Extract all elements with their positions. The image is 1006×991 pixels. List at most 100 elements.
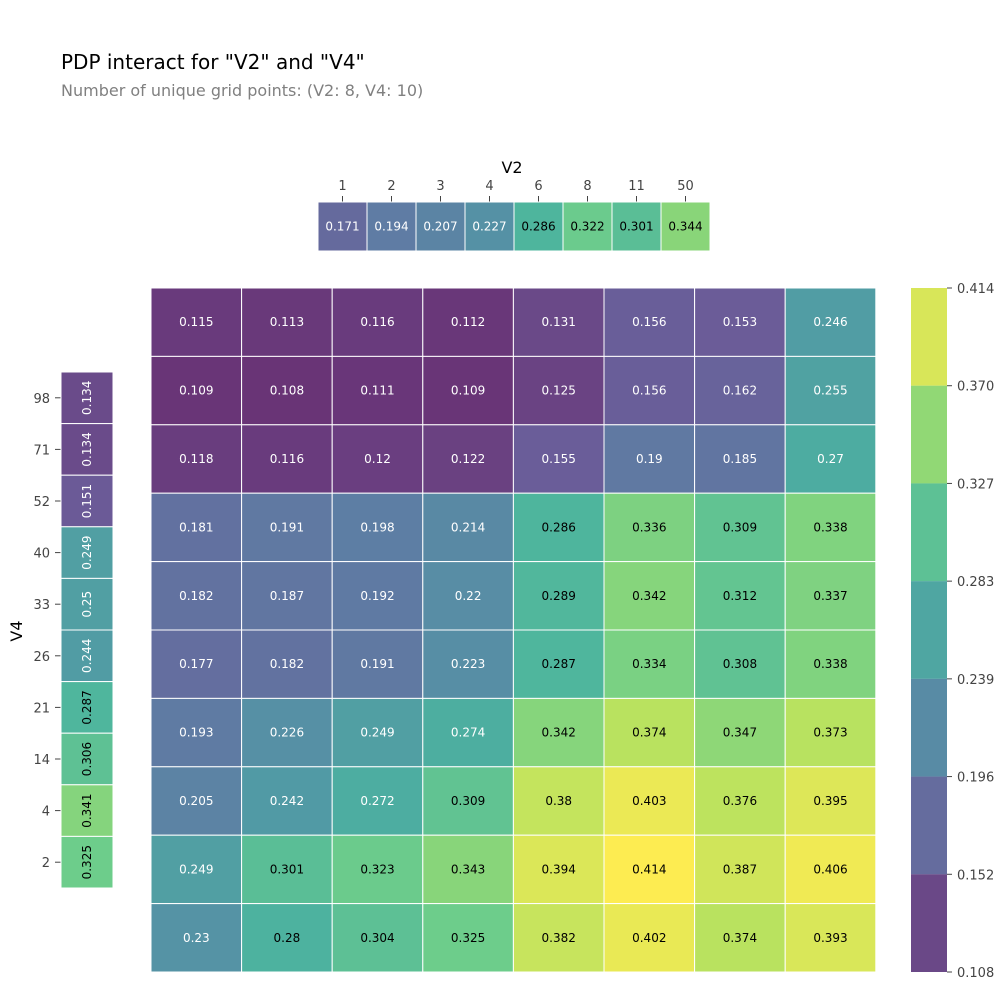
heatmap-value: 0.187 xyxy=(270,589,304,603)
heatmap-value: 0.109 xyxy=(451,384,485,398)
heatmap-value: 0.122 xyxy=(451,452,485,466)
heatmap-value: 0.191 xyxy=(270,520,304,534)
heatmap-value: 0.342 xyxy=(542,726,576,740)
heatmap-value: 0.336 xyxy=(632,520,666,534)
colorbar-tick-label: 0.196 xyxy=(957,771,994,786)
colorbar-tick-label: 0.239 xyxy=(957,673,994,688)
heatmap-value: 0.193 xyxy=(179,726,213,740)
heatmap-cell xyxy=(331,629,424,699)
colorbar-band xyxy=(911,581,947,679)
heatmap-cell xyxy=(241,629,333,699)
heatmap-value: 0.402 xyxy=(632,931,666,945)
v4-marginal-cell xyxy=(60,423,114,476)
heatmap-cell xyxy=(694,355,786,426)
heatmap-value: 0.112 xyxy=(451,315,485,329)
heatmap-cell xyxy=(784,561,877,631)
v4-marginal-cell xyxy=(60,577,114,631)
v4-marginal-value: 0.287 xyxy=(80,690,94,724)
heatmap-value: 0.309 xyxy=(723,520,757,534)
v4-tick-label: 2 xyxy=(42,856,50,871)
heatmap-value: 0.343 xyxy=(451,862,485,876)
colorbar-band xyxy=(911,874,947,972)
heatmap-value: 0.155 xyxy=(542,452,576,466)
heatmap-value: 0.109 xyxy=(179,384,213,398)
heatmap-value: 0.393 xyxy=(813,931,847,945)
v2-tick-label: 8 xyxy=(583,179,591,194)
colorbar-tick-label: 0.152 xyxy=(957,868,994,883)
heatmap-value: 0.274 xyxy=(451,726,485,740)
heatmap-value: 0.255 xyxy=(813,384,847,398)
heatmap-cell xyxy=(784,629,877,699)
v2-marginal-value: 0.227 xyxy=(472,220,506,234)
heatmap-value: 0.334 xyxy=(632,657,666,671)
heatmap-cell xyxy=(512,697,605,768)
heatmap-cell xyxy=(241,903,333,973)
heatmap-value: 0.249 xyxy=(179,862,213,876)
v4-tick-label: 52 xyxy=(33,495,50,510)
v2-tick-label: 6 xyxy=(534,179,542,194)
v2-marginal-strip: V2 1 2 3 4 6 8 11 50 0.171 0.194 0.207 0.227 0.286 0.3… xyxy=(317,158,711,252)
heatmap-value: 0.374 xyxy=(632,726,666,740)
v4-marginal-strip: V4 98 71 52 40 33 26 21 14 4 2 0.134 0.134 0.151 0.249… xyxy=(7,371,114,889)
v2-marginal-cell xyxy=(611,201,662,252)
heatmap-cell xyxy=(694,834,786,905)
v2-tick-label: 2 xyxy=(387,179,395,194)
heatmap-value: 0.376 xyxy=(723,794,757,808)
heatmap-value: 0.153 xyxy=(723,315,757,329)
heatmap-value: 0.287 xyxy=(542,657,576,671)
v2-tick-label: 50 xyxy=(677,179,694,194)
heatmap-value: 0.182 xyxy=(179,589,213,603)
heatmap-value: 0.28 xyxy=(274,931,301,945)
heatmap-value: 0.246 xyxy=(813,315,847,329)
heatmap-cell xyxy=(422,697,514,768)
heatmap-value: 0.111 xyxy=(360,384,394,398)
colorbar-band xyxy=(911,288,947,386)
heatmap-value: 0.27 xyxy=(817,452,844,466)
v2-marginal-value: 0.301 xyxy=(619,220,653,234)
heatmap-value: 0.19 xyxy=(636,452,663,466)
heatmap-value: 0.162 xyxy=(723,384,757,398)
v2-marginal-cell xyxy=(660,201,711,252)
heatmap-cell xyxy=(150,766,243,836)
heatmap-cell xyxy=(422,355,514,426)
heatmap-cell xyxy=(150,287,243,357)
colorbar-tick-label: 0.283 xyxy=(957,575,994,590)
heatmap-cell xyxy=(603,766,696,836)
heatmap-value: 0.38 xyxy=(545,794,572,808)
heatmap-value: 0.387 xyxy=(723,862,757,876)
heatmap-value: 0.185 xyxy=(723,452,757,466)
heatmap-value: 0.304 xyxy=(360,931,394,945)
heatmap-cell xyxy=(603,287,696,357)
v4-tick-label: 4 xyxy=(42,805,50,820)
v2-marginal-cell xyxy=(366,201,417,252)
heatmap-cell xyxy=(784,355,877,426)
heatmap-value: 0.115 xyxy=(179,315,213,329)
heatmap-cell xyxy=(331,561,424,631)
v4-marginal-value: 0.341 xyxy=(80,793,94,827)
v4-marginal-cell xyxy=(60,784,114,837)
v2-marginal-value: 0.194 xyxy=(374,220,408,234)
v2-marginal-value: 0.207 xyxy=(423,220,457,234)
heatmap-cell xyxy=(150,355,243,426)
heatmap-value: 0.156 xyxy=(632,315,666,329)
heatmap-cell xyxy=(331,355,424,426)
heatmap-cell xyxy=(694,287,786,357)
v2-tick-label: 4 xyxy=(485,179,493,194)
heatmap-cell xyxy=(422,492,514,563)
heatmap-value: 0.382 xyxy=(542,931,576,945)
heatmap-value: 0.338 xyxy=(813,520,847,534)
colorbar-tick-label: 0.414 xyxy=(957,282,994,297)
heatmap-value: 0.177 xyxy=(179,657,213,671)
v2-tick-label: 3 xyxy=(436,179,444,194)
heatmap-cell xyxy=(603,903,696,973)
heatmap-cell xyxy=(784,834,877,905)
heatmap-cell xyxy=(512,561,605,631)
v2-marginal-value: 0.344 xyxy=(668,220,702,234)
heatmap-value: 0.337 xyxy=(813,589,847,603)
heatmap-value: 0.198 xyxy=(360,520,394,534)
heatmap-cell xyxy=(512,629,605,699)
v4-marginal-value: 0.25 xyxy=(80,591,94,618)
heatmap-cell xyxy=(512,287,605,357)
heatmap-value: 0.116 xyxy=(270,452,304,466)
